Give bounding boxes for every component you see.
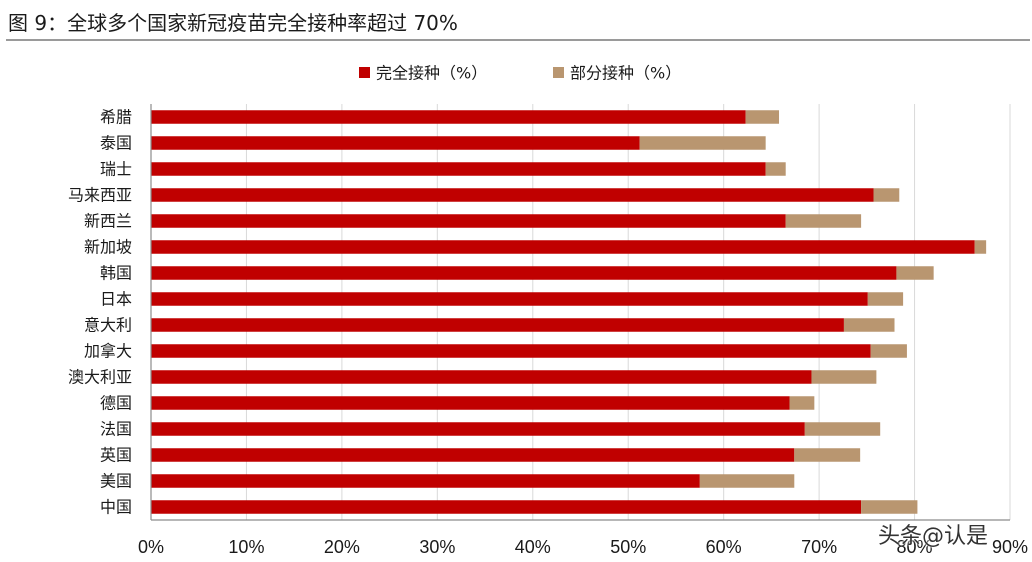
x-tick-label: 30% [419,537,455,557]
bar-fully-vaccinated [151,448,795,462]
x-tick-label: 60% [706,537,742,557]
bar-fully-vaccinated [151,422,805,436]
bar-fully-vaccinated [151,214,786,228]
bar-partially-vaccinated [785,214,862,228]
category-label: 意大利 [84,316,132,335]
legend-swatch [359,67,370,78]
bar-fully-vaccinated [151,474,700,488]
bar-partially-vaccinated [745,110,780,124]
watermark: 头条@认是 [878,524,989,549]
bar-fully-vaccinated [151,344,871,358]
bar-fully-vaccinated [151,500,862,514]
category-label: 韩国 [100,264,132,283]
bar-partially-vaccinated [804,422,881,436]
category-label: 美国 [100,472,132,491]
category-label: 法国 [100,420,132,439]
bar-partially-vaccinated [789,396,815,410]
x-tick-label: 0% [138,537,164,557]
category-label: 新西兰 [84,212,132,231]
bar-partially-vaccinated [974,240,987,254]
x-tick-label: 90% [992,537,1028,557]
legend-label: 部分接种（%） [570,64,681,83]
x-tick-label: 40% [515,537,551,557]
category-label: 泰国 [100,134,132,153]
bar-partially-vaccinated [861,500,918,514]
bar-fully-vaccinated [151,266,897,280]
bar-fully-vaccinated [151,318,844,332]
bar-partially-vaccinated [765,162,786,176]
bar-fully-vaccinated [151,188,874,202]
bar-fully-vaccinated [151,396,790,410]
bar-partially-vaccinated [870,344,907,358]
bar-partially-vaccinated [699,474,795,488]
bar-partially-vaccinated [811,370,877,384]
bar-partially-vaccinated [867,292,904,306]
category-label: 瑞士 [100,160,132,179]
bar-partially-vaccinated [639,136,766,150]
bar-fully-vaccinated [151,110,746,124]
figure-title: 图 9：全球多个国家新冠疫苗完全接种率超过 70% [8,11,458,35]
category-label: 德国 [100,394,132,413]
bar-partially-vaccinated [843,318,895,332]
x-tick-label: 20% [324,537,360,557]
bar-fully-vaccinated [151,162,766,176]
x-tick-label: 10% [228,537,264,557]
legend-label: 完全接种（%） [376,64,487,83]
category-label: 日本 [100,290,132,309]
bar-fully-vaccinated [151,292,868,306]
category-label: 新加坡 [84,238,132,257]
bar-fully-vaccinated [151,136,640,150]
figure-header: 图 9：全球多个国家新冠疫苗完全接种率超过 70% [0,0,1032,41]
bar-partially-vaccinated [896,266,934,280]
bar-fully-vaccinated [151,240,975,254]
category-label: 马来西亚 [68,186,132,205]
x-tick-label: 80% [897,537,933,557]
legend-swatch [553,67,564,78]
x-tick-label: 50% [610,537,646,557]
bar-fully-vaccinated [151,370,812,384]
category-label: 加拿大 [84,342,132,361]
bar-partially-vaccinated [873,188,900,202]
category-label: 英国 [100,446,132,465]
category-label: 希腊 [100,108,132,127]
x-tick-label: 70% [801,537,837,557]
bar-partially-vaccinated [794,448,861,462]
category-label: 中国 [100,498,132,517]
title-divider [6,39,1030,41]
category-label: 澳大利亚 [68,368,132,387]
